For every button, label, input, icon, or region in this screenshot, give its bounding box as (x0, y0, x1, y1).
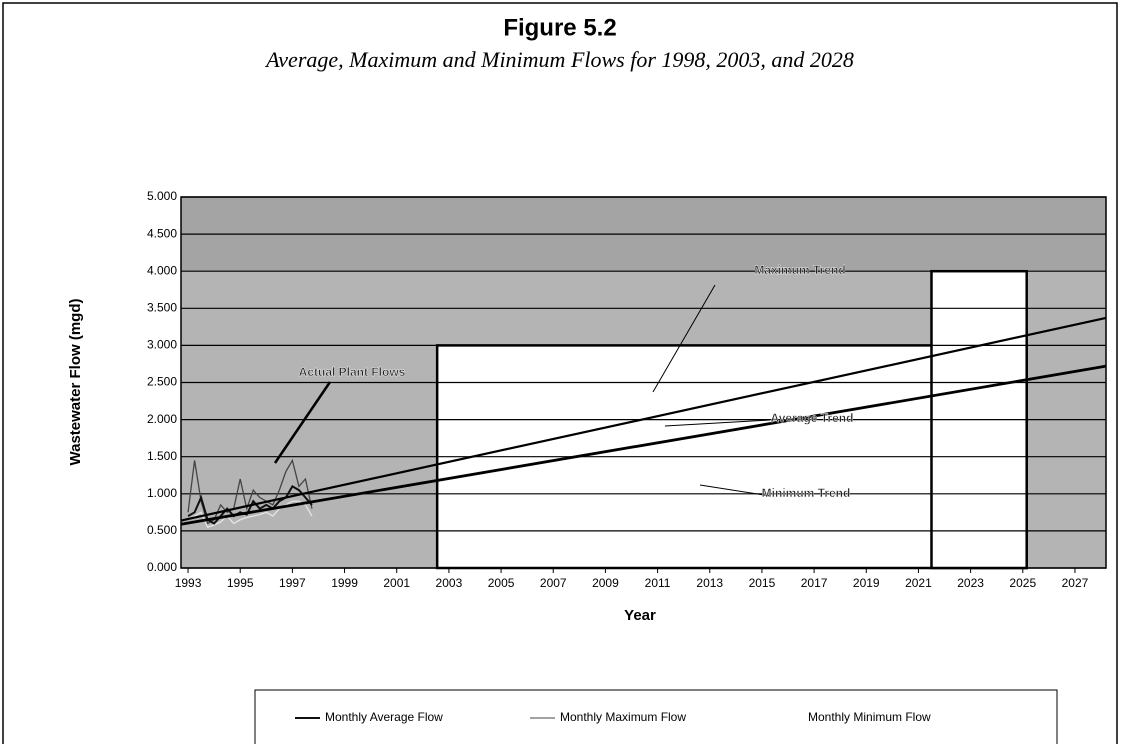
series-line (187, 500, 313, 528)
x-tick-label: 2019 (853, 576, 880, 590)
chart-title: Figure 5.2 (503, 14, 616, 41)
x-tick-label: 2021 (905, 576, 932, 590)
annotation: Actual Plant Flows (299, 365, 406, 379)
legend-label: Monthly Average Flow (325, 710, 443, 724)
x-tick-label: 2023 (957, 576, 984, 590)
y-tick-label: 3.000 (147, 338, 177, 352)
x-tick-label: 2015 (749, 576, 776, 590)
x-tick-label: 2025 (1009, 576, 1036, 590)
x-tick-label: 2027 (1062, 576, 1089, 590)
y-tick-label: 2.000 (147, 412, 177, 426)
x-tick-label: 2005 (488, 576, 515, 590)
y-tick-label: 0.500 (147, 523, 177, 537)
annotation: Minimum Trend (762, 486, 851, 500)
x-tick-label: 1999 (331, 576, 358, 590)
y-axis-label: Wastewater Flow (mgd) (67, 299, 84, 466)
trend-line (180, 364, 1107, 526)
annotation-pointer (664, 419, 771, 427)
x-tick-label: 2007 (540, 576, 567, 590)
x-tick-label: 1993 (175, 576, 202, 590)
y-tick-label: 4.000 (147, 263, 177, 277)
x-tick-label: 2011 (645, 576, 671, 590)
y-tick-label: 5.000 (147, 189, 177, 203)
x-tick-label: 1995 (227, 576, 254, 590)
legend-box (254, 689, 1058, 744)
annotation: Maximum Trend (754, 263, 845, 277)
annotation-pointer (652, 284, 716, 393)
y-tick-label: 1.000 (147, 486, 177, 500)
chart-subtitle: Average, Maximum and Minimum Flows for 1… (264, 47, 854, 72)
y-tick-label: 1.500 (147, 449, 177, 463)
plot-border (180, 196, 1107, 569)
x-axis-label: Year (624, 607, 656, 624)
y-tick-label: 3.500 (147, 300, 177, 314)
annotation: Average Trend (771, 411, 854, 425)
y-tick-label: 4.500 (147, 226, 177, 240)
series-line (187, 458, 313, 525)
y-tick-label: 2.500 (147, 375, 177, 389)
y-tick-label: 0.000 (147, 560, 177, 574)
legend-label: Monthly Maximum Flow (560, 710, 686, 724)
x-tick-label: 2017 (801, 576, 828, 590)
legend-label: Monthly Minimum Flow (808, 710, 931, 724)
x-tick-label: 2001 (383, 576, 410, 590)
x-tick-label: 2009 (592, 576, 619, 590)
x-tick-label: 1997 (279, 576, 306, 590)
annotation-pointer (699, 484, 771, 497)
annotation-pointer (273, 381, 332, 464)
x-tick-label: 2013 (696, 576, 723, 590)
trend-line (180, 316, 1107, 522)
x-tick-label: 2003 (436, 576, 463, 590)
